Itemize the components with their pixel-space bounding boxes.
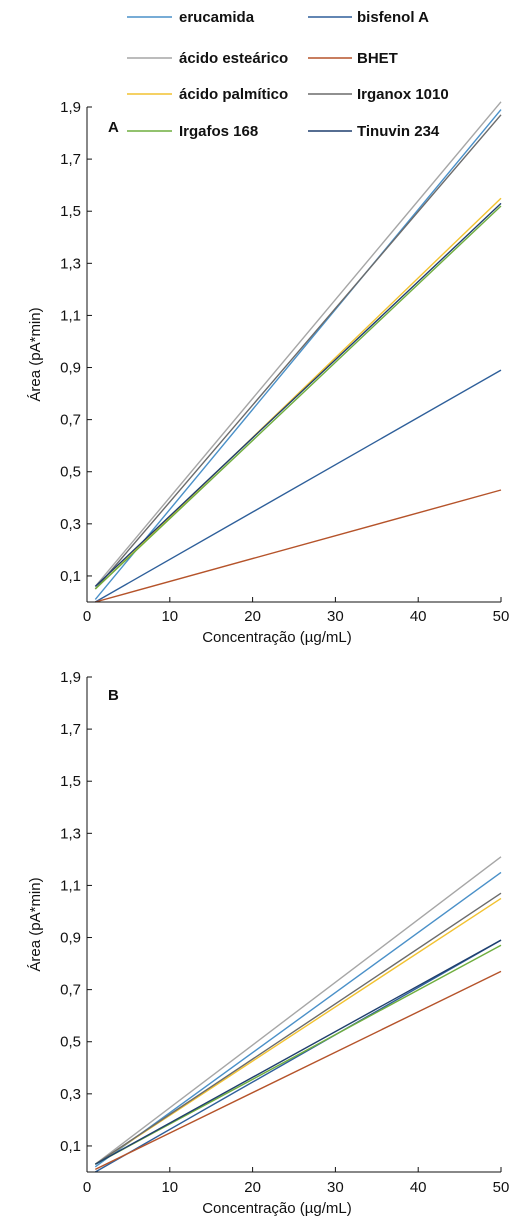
legend-item: Irganox 1010 [308,86,449,103]
y-tick-label: 0,5 [60,464,81,481]
x-tick-label: 30 [327,608,344,625]
y-tick-label: 1,7 [60,151,81,168]
legend-item: bisfenol A [308,9,429,26]
series-line [94,114,502,590]
series-line [94,897,502,1165]
x-tick-label: 50 [493,1179,510,1196]
y-tick-label: 0,1 [60,1138,81,1155]
x-tick-label: 10 [161,608,178,625]
x-tick-label: 50 [493,608,510,625]
x-tick-label: 0 [83,1179,91,1196]
series-lines [94,101,502,603]
x-axis-title: Concentração (µg/mL) [202,1200,352,1217]
legend-label: bisfenol A [357,9,429,26]
x-tick-label: 20 [244,1179,261,1196]
legend-item: BHET [308,50,398,67]
y-axis-title: Área (pA*min) [27,877,44,971]
y-axis-title: Área (pA*min) [27,307,44,401]
x-tick-label: 20 [244,608,261,625]
series-line [94,369,502,603]
y-tick-label: 1,3 [60,825,81,842]
panel-label: A [108,119,119,136]
y-tick-label: 1,9 [60,99,81,116]
y-tick-label: 0,7 [60,412,81,429]
y-tick-label: 1,9 [60,669,81,686]
y-tick-label: 0,1 [60,568,81,585]
y-tick-label: 1,3 [60,255,81,272]
y-tick-label: 0,9 [60,930,81,947]
y-tick-label: 0,5 [60,1034,81,1051]
legend-label: erucamida [179,9,255,26]
series-line [94,856,502,1165]
series-line [94,939,502,1173]
legend-label: BHET [357,50,398,67]
series-line [94,205,502,590]
series-line [94,944,502,1165]
x-tick-label: 0 [83,608,91,625]
y-tick-label: 1,5 [60,773,81,790]
legend-label: ácido esteárico [179,50,288,67]
series-line [95,489,502,603]
legend-label: Tinuvin 234 [357,123,440,140]
panel-b-line-chart: 0 10 20 30 40 50 0,1 0,3 0,5 0,7 0,9 1,1 1,3 1,5 1,7 1,… [27,669,509,1217]
legend-item: erucamida [127,9,255,26]
y-tick-label: 0,3 [60,1086,81,1103]
y-tick-label: 0,3 [60,516,81,533]
series-line [94,197,502,590]
legend-item: Irgafos 168 [127,123,258,140]
legend-label: Irganox 1010 [357,86,449,103]
y-tick-label: 1,5 [60,203,81,220]
x-axis-title: Concentração (µg/mL) [202,629,352,646]
series-line [94,939,502,1165]
series-line [94,109,502,600]
legend-item: ácido palmítico [127,86,288,103]
x-tick-label: 10 [161,1179,178,1196]
x-tick-label: 30 [327,1179,344,1196]
series-line [94,871,502,1168]
x-tick-label: 40 [410,608,427,625]
series-line [94,202,502,587]
legend-label: Irgafos 168 [179,123,258,140]
panel-a-line-chart: 0 10 20 30 40 50 0,1 0,3 0,5 0,7 0,9 1,1 1,3 1,5 1,7 1,… [27,99,509,646]
legend-item: Tinuvin 234 [308,123,440,140]
y-tick-label: 0,7 [60,982,81,999]
series-line [94,892,502,1165]
series-line [94,970,502,1171]
x-tick-label: 40 [410,1179,427,1196]
y-tick-label: 1,1 [60,307,81,324]
y-tick-label: 1,1 [60,877,81,894]
series-lines [94,856,502,1173]
y-tick-label: 1,7 [60,721,81,738]
panel-label: B [108,687,119,704]
legend-item: ácido esteárico [127,50,288,67]
legend: erucamida bisfenol A ácido esteárico BHET ác… [127,9,449,140]
y-tick-label: 0,9 [60,360,81,377]
series-line [94,101,502,587]
legend-label: ácido palmítico [179,86,288,103]
